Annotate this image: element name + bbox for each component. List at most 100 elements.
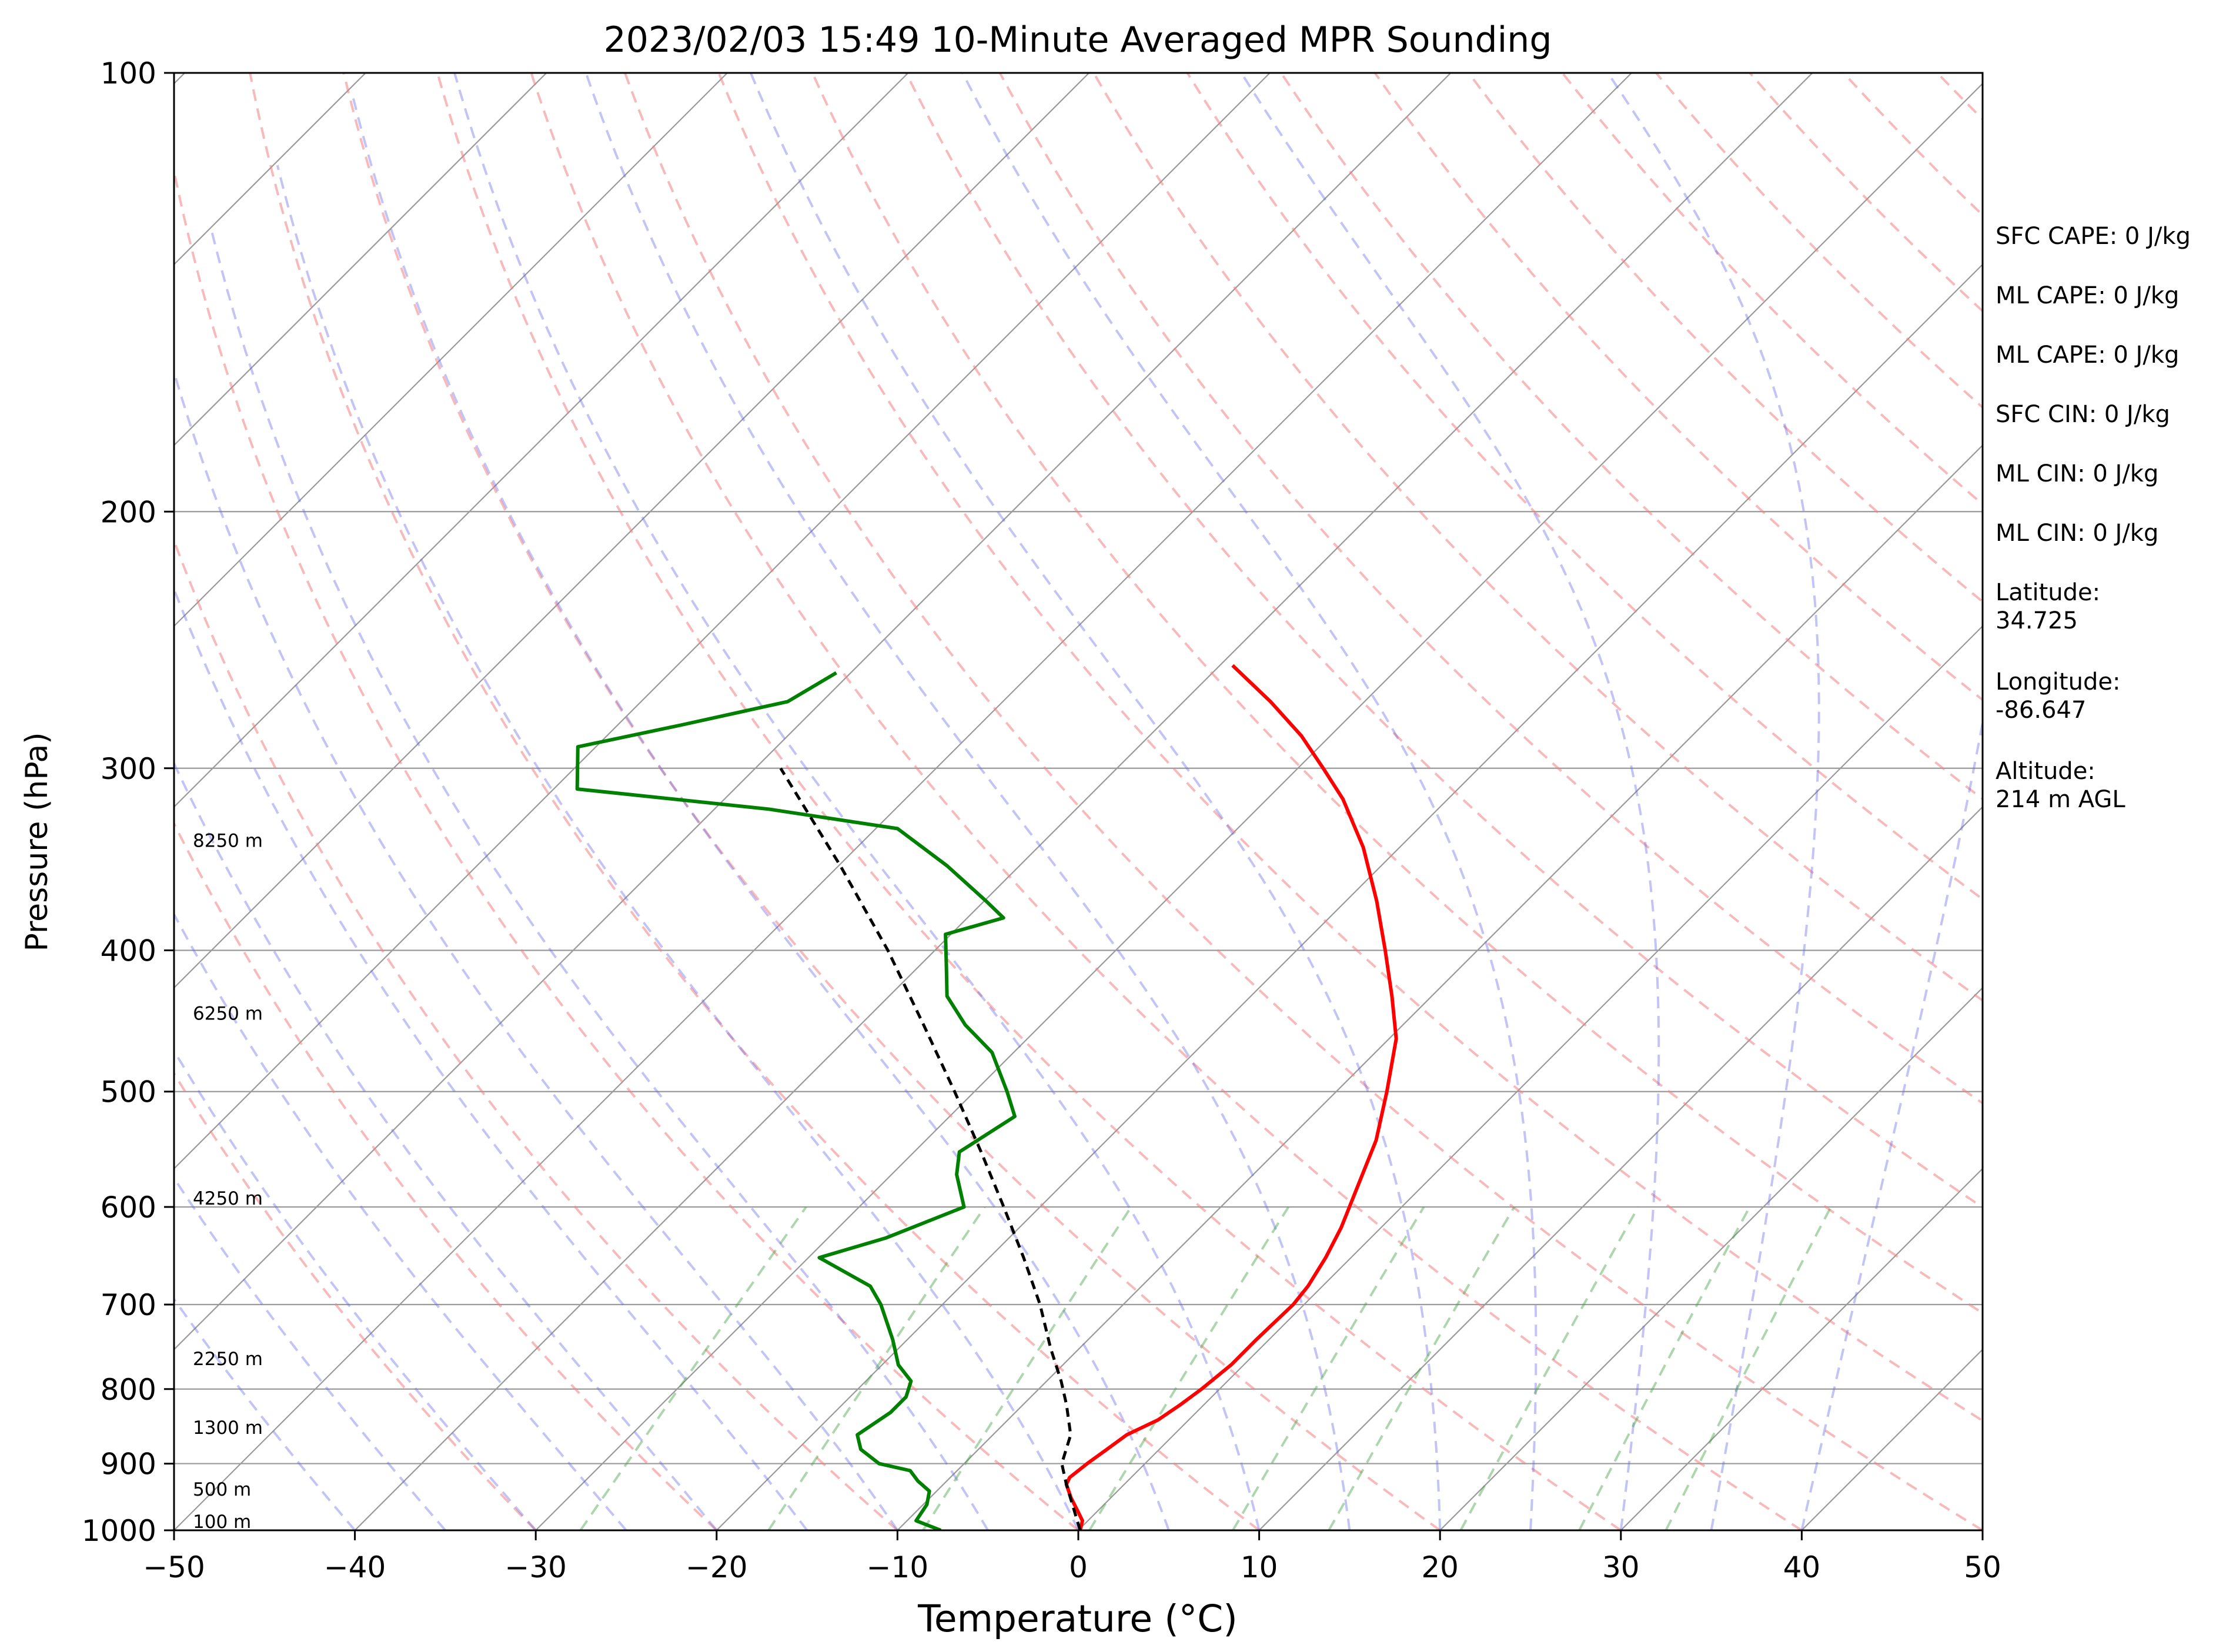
mixing-ratio-line	[922, 1206, 1132, 1530]
annotation-text: SFC CIN: 0 J/kg	[1996, 401, 2170, 428]
height-label: 8250 m	[193, 831, 263, 852]
annotation-text: Altitude: 214 m AGL	[1996, 758, 2125, 813]
y-tick-label: 400	[101, 934, 156, 968]
isotherm-line	[1078, 625, 1983, 1530]
moist-adiabat-line	[584, 73, 1351, 1530]
x-axis-label: Temperature (°C)	[917, 1597, 1238, 1640]
mixing-ratio-line	[1665, 1206, 1832, 1530]
isotherm-line	[174, 73, 1632, 1530]
moist-adiabat-line	[209, 228, 989, 1530]
isotherm-line	[897, 444, 1983, 1530]
height-label: 4250 m	[193, 1188, 263, 1209]
annotation-text: Longitude: -86.647	[1996, 668, 2120, 724]
x-tick-label: −30	[504, 1550, 567, 1584]
moist-adiabat-line	[174, 1297, 356, 1530]
x-tick-label: −20	[686, 1550, 748, 1584]
annotation-text: ML CIN: 0 J/kg	[1996, 520, 2158, 547]
dry-adiabat-line	[1186, 73, 1983, 901]
chart-axes: −50 −40 −30 −20 −10 0 10 20 30 40 50 100 200 300 400 50…	[82, 56, 2001, 1584]
dry-adiabat-line	[249, 73, 1260, 1530]
dry-adiabat-line	[1373, 73, 1983, 701]
moist-adiabat-line	[453, 73, 1261, 1530]
mixing-ratio-line	[1459, 1206, 1640, 1530]
annotation-text: SFC CAPE: 0 J/kg	[1996, 223, 2191, 250]
mixing-ratio-line	[1578, 1206, 1751, 1530]
moist-adiabat-line	[174, 586, 808, 1530]
height-label: 1300 m	[193, 1417, 263, 1439]
series-line-3	[779, 767, 1082, 1530]
dry-adiabat-line	[530, 73, 1803, 1530]
height-label: 2250 m	[193, 1349, 263, 1370]
moist-adiabat-line	[276, 165, 1079, 1530]
dry-adiabat-line	[174, 165, 1079, 1530]
dry-adiabat-line	[1655, 73, 1983, 409]
moist-adiabat-line	[1606, 73, 1820, 1530]
y-tick-label: 100	[101, 56, 156, 91]
x-tick-label: 50	[1964, 1550, 2001, 1584]
height-label: 500 m	[193, 1479, 251, 1500]
plot-frame	[173, 72, 1984, 1531]
isotherm-line	[1439, 986, 1983, 1530]
x-tick-label: 40	[1783, 1550, 1821, 1584]
chart-title: 2023/02/03 15:49 10-Minute Averaged MPR …	[604, 19, 1552, 61]
moist-adiabat-line	[174, 368, 899, 1530]
y-tick-label: 900	[101, 1447, 156, 1482]
isotherm-line	[535, 82, 1983, 1530]
isotherm-line	[1620, 1168, 1983, 1530]
annotation-text: Latitude: 34.725	[1996, 579, 2100, 634]
dry-adiabat-line	[811, 73, 1983, 1315]
dry-adiabat-line	[436, 73, 1622, 1530]
isotherm-line	[174, 73, 1089, 989]
dry-adiabat-line	[174, 821, 718, 1530]
isotherm-line	[0, 73, 4, 1530]
x-tick-label: 10	[1241, 1550, 1278, 1584]
moist-adiabat-line	[174, 1048, 537, 1530]
isotherm-line	[174, 73, 1271, 1170]
y-tick-label: 800	[101, 1373, 156, 1407]
isotherm-line	[716, 263, 1983, 1530]
annotation-text: ML CIN: 0 J/kg	[1996, 460, 2158, 487]
x-tick-label: −50	[143, 1550, 205, 1584]
moist-adiabat-line	[961, 73, 1538, 1530]
height-label: 100 m	[193, 1511, 251, 1533]
isotherm-line	[174, 73, 1452, 1350]
y-tick-label: 700	[101, 1288, 156, 1322]
moist-adiabat-line	[1800, 716, 1983, 1530]
annotation-text: ML CAPE: 0 J/kg	[1996, 342, 2179, 369]
y-tick-label: 200	[101, 495, 156, 529]
x-tick-label: 20	[1421, 1550, 1459, 1584]
isotherm-line	[1258, 806, 1983, 1530]
y-tick-label: 500	[101, 1075, 156, 1109]
y-tick-label: 1000	[82, 1514, 156, 1548]
x-tick-label: 0	[1069, 1550, 1088, 1584]
isotherm-line	[174, 73, 547, 446]
chart-series	[575, 664, 1398, 1530]
moist-adiabat-line	[350, 92, 1170, 1530]
mixing-ratio-line	[1088, 1206, 1290, 1530]
annotation-text: ML CAPE: 0 J/kg	[1996, 282, 2179, 309]
moist-adiabat-line	[174, 912, 627, 1530]
y-tick-label: 300	[101, 752, 156, 786]
dry-adiabat-line	[174, 537, 898, 1530]
x-tick-label: 30	[1602, 1550, 1640, 1584]
y-axis-label: Pressure (hPa)	[19, 733, 55, 952]
mixing-ratio-line	[1328, 1206, 1516, 1530]
dry-adiabat-line	[624, 73, 1983, 1530]
x-tick-label: −40	[324, 1550, 386, 1584]
height-label: 6250 m	[193, 1004, 263, 1025]
dry-adiabat-line	[905, 73, 1983, 1209]
moist-adiabat-line	[1240, 73, 1660, 1530]
isotherm-line	[174, 73, 909, 808]
mixing-ratio-line	[767, 1206, 986, 1530]
chart-annotations: 100 m 500 m 1300 m 2250 m 4250 m 6250 m 8250 m…	[193, 223, 2191, 1533]
dry-adiabat-line	[717, 73, 1983, 1422]
moist-adiabat-line	[749, 73, 1442, 1530]
x-tick-label: −10	[867, 1550, 929, 1584]
isotherm-line	[354, 73, 1813, 1530]
mixing-ratio-line	[1232, 1206, 1425, 1530]
series-line-2	[575, 671, 1017, 1530]
isotherm-line	[174, 73, 728, 627]
mixing-ratio-line	[579, 1206, 807, 1530]
moist-adiabat-line	[174, 1176, 446, 1530]
